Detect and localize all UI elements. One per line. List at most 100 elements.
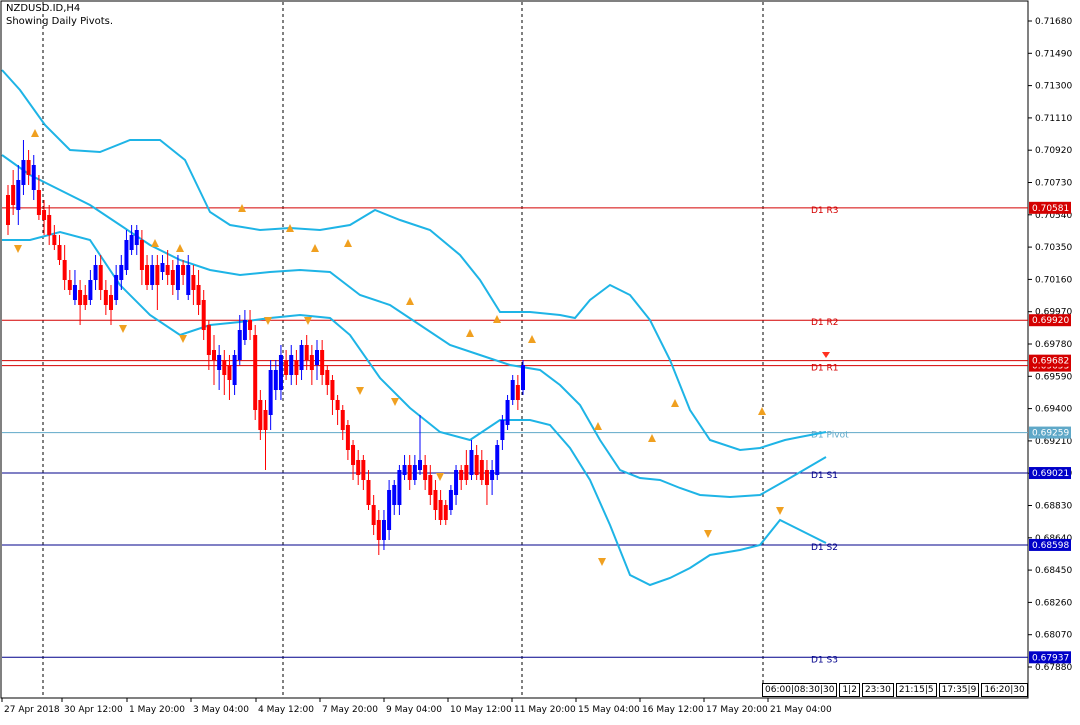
fractal-up-arrow — [528, 335, 536, 343]
chart-frame — [0, 0, 1029, 699]
fractal-down-arrow — [776, 507, 784, 515]
candle-body — [428, 475, 433, 495]
candle-body — [170, 270, 175, 285]
candle-body — [237, 330, 242, 360]
fractal-up-arrow — [311, 244, 319, 252]
fractal-down-arrow — [119, 325, 127, 333]
candle-body — [227, 365, 232, 380]
pivot-price-badge-text: 0.69021 — [1032, 469, 1069, 479]
x-tick-label: 15 May 04:00 — [578, 705, 640, 715]
candle-body — [103, 290, 108, 305]
x-tick-label: 10 May 12:00 — [450, 705, 512, 715]
y-tick-label: 0.71110 — [1035, 114, 1072, 124]
pivot-price-badge — [1029, 467, 1071, 480]
candle-body — [418, 460, 422, 470]
candle-body — [26, 160, 31, 175]
x-tick-label: 27 Apr 2018 — [4, 705, 60, 715]
candle-body — [165, 265, 170, 275]
fractal-down-arrow — [304, 317, 312, 325]
candle-body — [397, 470, 402, 505]
pivot-label: D1 Pivot — [811, 431, 849, 441]
candle-body — [412, 465, 417, 480]
candle-body — [448, 490, 453, 510]
fractal-down-arrow — [598, 558, 606, 566]
candle-body — [521, 365, 525, 390]
candle-body — [356, 460, 361, 475]
fractal-up-arrow — [648, 434, 656, 442]
pivot-price-badge — [1029, 426, 1071, 439]
candle-body — [11, 185, 16, 205]
candle-body — [505, 400, 510, 425]
tf-item[interactable]: 21:15|5 — [895, 683, 937, 697]
candle-body — [469, 450, 474, 475]
candle-body — [212, 350, 216, 360]
candle-body — [253, 335, 258, 410]
candle-body — [6, 195, 10, 225]
fractal-down-arrow — [179, 335, 187, 343]
candle-body — [191, 275, 196, 290]
current-price-badge-text: 0.69682 — [1032, 357, 1069, 367]
fractal-up-arrow — [238, 204, 246, 212]
pivot-price-badge — [1029, 651, 1071, 664]
fractal-up-arrow — [406, 297, 414, 305]
fractal-down-arrow — [264, 317, 272, 325]
candle-body — [459, 470, 464, 480]
pivot-price-badge-text: 0.67937 — [1032, 653, 1069, 663]
tf-item[interactable]: 1|2 — [839, 683, 860, 697]
tf-item[interactable]: 23:30 — [861, 683, 894, 697]
candle-body — [289, 355, 294, 375]
candle-body — [88, 280, 93, 300]
candle-body — [361, 460, 366, 480]
candle-body — [47, 215, 52, 235]
candle-body — [42, 210, 47, 220]
y-tick-label: 0.71300 — [1035, 82, 1072, 92]
pivot-price-badge — [1029, 314, 1071, 327]
candle-body — [114, 275, 119, 300]
pivot-label: D1 S3 — [811, 655, 838, 665]
tf-item[interactable]: 16:20|30 — [981, 683, 1028, 697]
candle-body — [21, 160, 26, 185]
pivot-label: D1 S2 — [811, 543, 838, 553]
candle-body — [500, 420, 505, 440]
candle-body — [52, 235, 57, 245]
candle-body — [315, 350, 319, 365]
candle-body — [78, 290, 83, 305]
candle-body — [119, 265, 124, 280]
candle-body — [304, 345, 309, 360]
candle-body — [273, 370, 278, 390]
x-tick-label: 21 May 04:00 — [770, 705, 832, 715]
candle-body — [325, 370, 330, 385]
candle-body — [98, 265, 103, 290]
bollinger-middle — [1, 154, 827, 499]
fractal-down-arrow — [436, 473, 444, 481]
candle-body — [402, 465, 407, 475]
pivot-subtitle: Showing Daily Pivots. — [6, 16, 114, 27]
candle-body — [443, 505, 448, 520]
candle-body — [433, 490, 438, 510]
candle-body — [83, 295, 88, 305]
timeframe-bar[interactable]: 06:00|08:30|30 1|2 23:30 21:15|5 17:35|9… — [762, 683, 1028, 697]
pivot-label: D1 R3 — [811, 206, 839, 216]
candle-body — [309, 355, 314, 370]
pivot-price-badge — [1029, 538, 1071, 551]
y-tick-label: 0.70920 — [1035, 146, 1072, 156]
fractal-down-arrow — [14, 245, 22, 253]
tf-item[interactable]: 06:00|08:30|30 — [762, 683, 838, 697]
y-tick-label: 0.68260 — [1035, 598, 1072, 608]
candle-body — [495, 445, 500, 475]
y-tick-label: 0.69590 — [1035, 372, 1072, 382]
symbol-title: NZDUSD.ID,H4 — [6, 3, 81, 14]
candle-body — [510, 380, 515, 400]
y-tick-label: 0.69400 — [1035, 405, 1072, 415]
tf-item[interactable]: 17:35|9 — [938, 683, 980, 697]
candle-body — [387, 490, 392, 530]
candle-body — [263, 410, 268, 430]
x-tick-label: 7 May 20:00 — [322, 705, 378, 715]
candle-body — [438, 500, 443, 520]
candle-body — [320, 350, 325, 375]
y-tick-label: 0.69780 — [1035, 340, 1072, 350]
x-tick-label: 9 May 04:00 — [386, 705, 442, 715]
candle-body — [423, 465, 428, 480]
